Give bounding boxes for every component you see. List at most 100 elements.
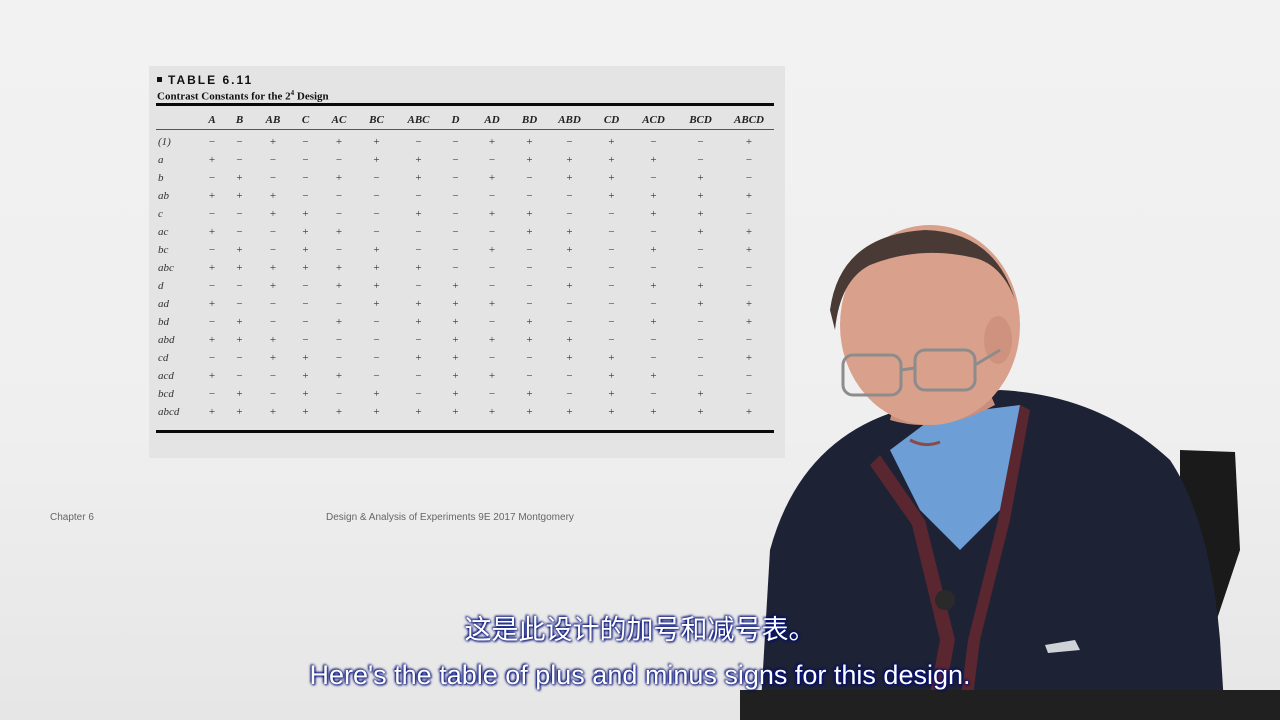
column-header: ACD	[642, 114, 665, 126]
sign-cell: −	[269, 298, 277, 310]
sign-cell: −	[526, 280, 533, 292]
sign-cell: +	[452, 406, 459, 418]
sign-cell: −	[302, 136, 309, 148]
sign-cell: +	[488, 406, 496, 418]
table-top-rule	[156, 103, 774, 106]
sign-cell: +	[452, 298, 459, 310]
sign-cell: −	[415, 334, 422, 346]
sign-cell: −	[526, 172, 533, 184]
sign-cell: +	[526, 388, 533, 400]
sign-cell: −	[488, 316, 496, 328]
sign-cell: −	[526, 298, 533, 310]
row-label: acd	[158, 370, 174, 382]
sign-cell: −	[745, 334, 753, 346]
column-header: AC	[331, 114, 347, 126]
sign-cell: −	[335, 208, 343, 220]
sign-cell: +	[488, 298, 496, 310]
table-label: TABLE 6.11	[157, 73, 253, 87]
sign-cell: +	[335, 316, 343, 328]
sign-cell: −	[745, 262, 753, 274]
sign-cell: +	[335, 136, 343, 148]
sign-cell: −	[650, 352, 657, 364]
sign-cell: +	[526, 154, 533, 166]
row-label: abd	[158, 334, 175, 346]
subtitle-english: Here's the table of plus and minus signs…	[309, 660, 971, 690]
sign-cell: +	[335, 280, 343, 292]
sign-cell: +	[697, 190, 704, 202]
sign-cell: +	[745, 136, 753, 148]
column-header: AD	[484, 114, 500, 126]
sign-cell: −	[608, 244, 615, 256]
sign-cell: −	[335, 388, 343, 400]
sign-cell: +	[373, 298, 380, 310]
sign-cell: +	[608, 352, 615, 364]
sign-cell: −	[302, 334, 309, 346]
sign-cell: −	[415, 136, 422, 148]
sign-cell: −	[236, 298, 243, 310]
sign-cell: +	[415, 154, 422, 166]
sign-cell: −	[269, 244, 277, 256]
shirt-collar	[890, 405, 1020, 550]
sign-cell: +	[269, 190, 277, 202]
sign-cell: +	[650, 208, 657, 220]
sign-cell: +	[208, 262, 216, 274]
sign-cell: −	[608, 280, 615, 292]
sign-cell: −	[488, 388, 496, 400]
sign-cell: +	[488, 136, 496, 148]
sign-cell: +	[650, 244, 657, 256]
sign-cell: −	[566, 190, 573, 202]
sign-cell: +	[526, 226, 533, 238]
sign-cell: +	[608, 406, 615, 418]
bullet-square-icon	[157, 77, 162, 83]
sign-cell: −	[415, 226, 422, 238]
column-header: CD	[603, 114, 620, 126]
sign-cell: +	[302, 208, 309, 220]
sign-cell: −	[373, 370, 380, 382]
sign-cell: +	[373, 154, 380, 166]
sign-cell: +	[208, 190, 216, 202]
sign-cell: +	[302, 406, 309, 418]
sign-cell: −	[650, 262, 657, 274]
sign-cell: +	[373, 136, 380, 148]
sign-cell: +	[745, 406, 753, 418]
sign-cell: −	[526, 190, 533, 202]
sign-cell: −	[697, 370, 704, 382]
sign-cell: +	[415, 208, 422, 220]
sign-cell: +	[566, 280, 573, 292]
sign-cell: −	[335, 352, 343, 364]
sign-cell: +	[488, 244, 496, 256]
sign-cell: −	[236, 154, 243, 166]
sign-cell: −	[650, 226, 657, 238]
sign-cell: −	[608, 298, 615, 310]
sign-cell: −	[488, 190, 496, 202]
row-label: b	[158, 172, 164, 184]
sign-cell: +	[488, 370, 496, 382]
lapel-mic-icon	[935, 590, 955, 610]
sign-cell: +	[335, 262, 343, 274]
sign-cell: +	[335, 370, 343, 382]
sign-cell: +	[566, 352, 573, 364]
sign-cell: −	[566, 136, 573, 148]
ear	[984, 316, 1012, 364]
sign-cell: −	[269, 172, 277, 184]
sign-cell: +	[526, 406, 533, 418]
sign-cell: −	[415, 370, 422, 382]
sign-cell: −	[236, 226, 243, 238]
sign-cell: +	[302, 370, 309, 382]
sign-cell: +	[526, 334, 533, 346]
sign-cell: +	[236, 262, 243, 274]
sign-cell: −	[208, 172, 216, 184]
sign-cell: −	[650, 334, 657, 346]
sign-cell: −	[236, 370, 243, 382]
sign-cell: +	[650, 406, 657, 418]
cardigan-trim-right	[958, 405, 1030, 720]
sign-cell: −	[697, 262, 704, 274]
sign-cell: −	[526, 352, 533, 364]
sign-cell: +	[745, 316, 753, 328]
row-label: ad	[158, 298, 169, 310]
sign-cell: −	[302, 154, 309, 166]
sign-cell: +	[373, 388, 380, 400]
sign-cell: +	[650, 280, 657, 292]
sign-cell: +	[415, 352, 422, 364]
sign-cell: −	[208, 244, 216, 256]
